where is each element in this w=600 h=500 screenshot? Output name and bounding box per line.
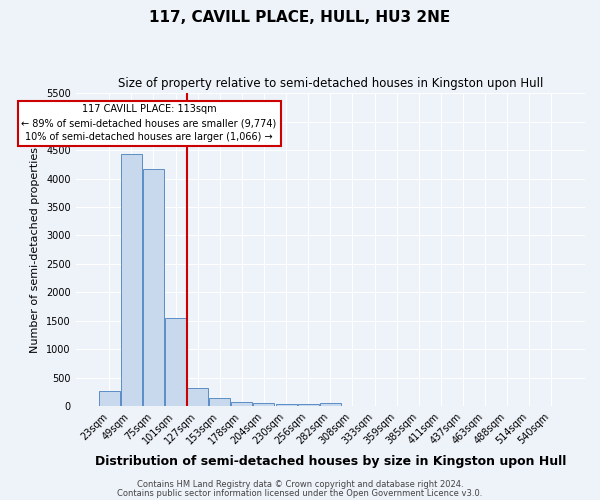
Bar [99,391,120,406]
Bar [143,170,164,406]
Bar [320,402,341,406]
Title: Size of property relative to semi-detached houses in Kingston upon Hull: Size of property relative to semi-detach… [118,78,543,90]
Bar [253,404,274,406]
Text: Contains HM Land Registry data © Crown copyright and database right 2024.: Contains HM Land Registry data © Crown c… [137,480,463,489]
X-axis label: Distribution of semi-detached houses by size in Kingston upon Hull: Distribution of semi-detached houses by … [95,454,566,468]
Bar [121,154,142,406]
Text: Contains public sector information licensed under the Open Government Licence v3: Contains public sector information licen… [118,488,482,498]
Bar [187,388,208,406]
Bar [209,398,230,406]
Bar [275,404,296,406]
Text: 117 CAVILL PLACE: 113sqm
← 89% of semi-detached houses are smaller (9,774)
10% o: 117 CAVILL PLACE: 113sqm ← 89% of semi-d… [22,104,277,142]
Bar [298,404,319,406]
Bar [165,318,186,406]
Text: 117, CAVILL PLACE, HULL, HU3 2NE: 117, CAVILL PLACE, HULL, HU3 2NE [149,10,451,25]
Bar [232,402,253,406]
Y-axis label: Number of semi-detached properties: Number of semi-detached properties [31,146,40,352]
